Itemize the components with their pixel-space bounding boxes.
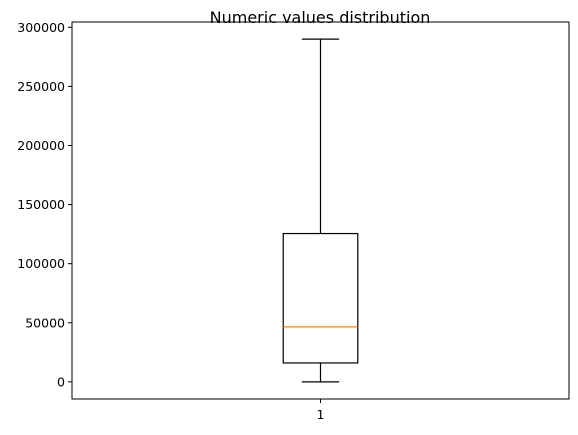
- y-tick-label: 0: [57, 374, 65, 389]
- plot-frame: [71, 21, 570, 400]
- iqr-box: [282, 232, 359, 364]
- y-tick-label: 100000: [17, 256, 65, 271]
- y-tick-label: 150000: [17, 197, 65, 212]
- plot-area: 0 50000 100000 150000 200000 250000 300000 1: [17, 20, 359, 422]
- y-tick-label: 50000: [25, 315, 65, 330]
- y-tick-label: 250000: [17, 79, 65, 94]
- x-tick-label: 1: [317, 407, 325, 422]
- y-tick-label: 300000: [17, 20, 65, 35]
- y-tick-label: 200000: [17, 138, 65, 153]
- chart-title: Numeric values distribution: [210, 8, 431, 27]
